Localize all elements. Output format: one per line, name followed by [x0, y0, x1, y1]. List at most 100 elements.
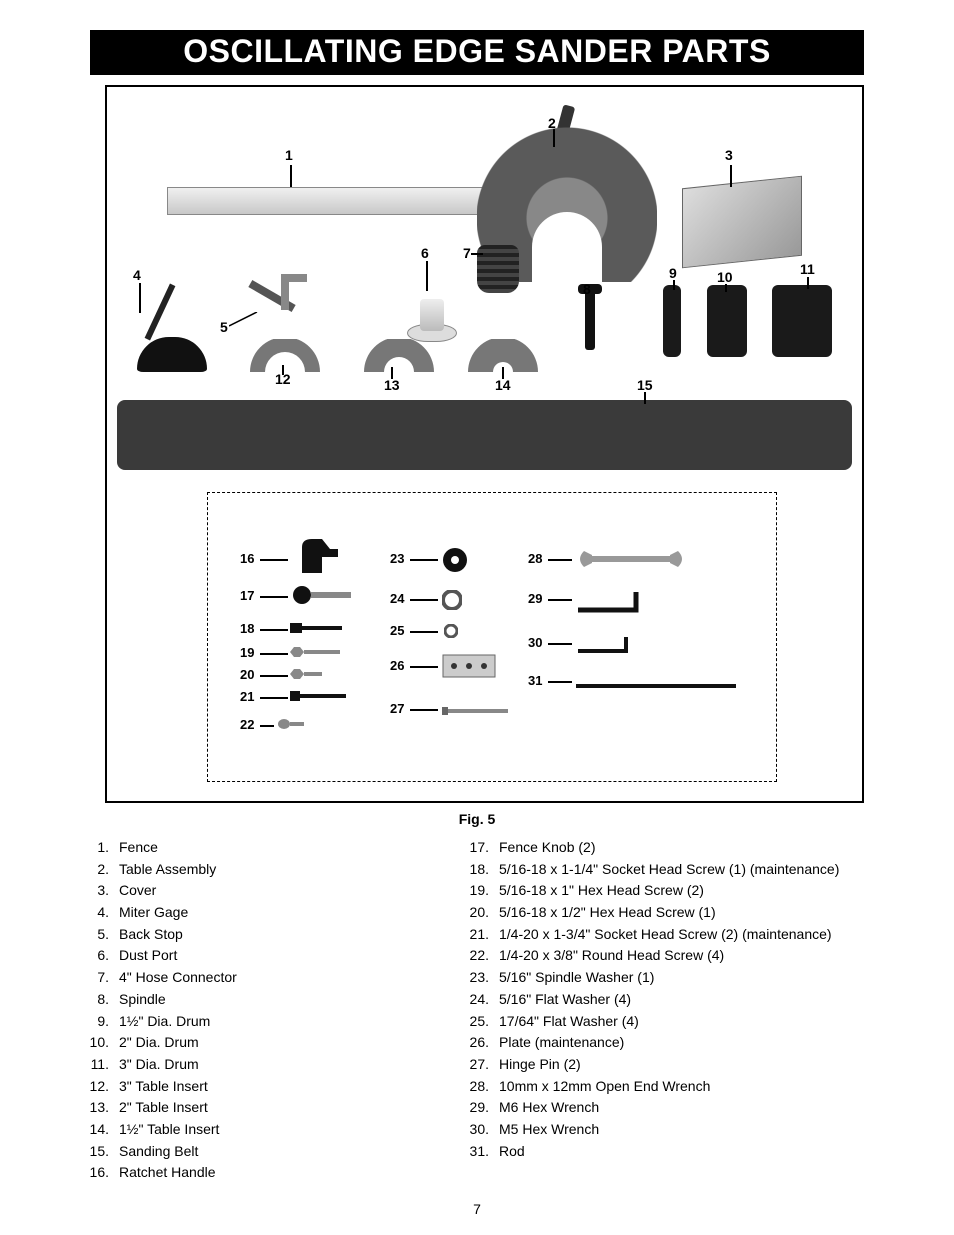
callout-15: 15: [637, 377, 653, 393]
parts-list-num: 16.: [85, 1162, 109, 1184]
callout-22: 22: [240, 717, 254, 732]
callout-10: 10: [717, 269, 733, 285]
callout-13: 13: [384, 377, 400, 393]
callout-27: 27: [390, 701, 404, 716]
parts-list-row: 31.Rod: [465, 1141, 879, 1163]
parts-list-text: 3" Dia. Drum: [119, 1054, 199, 1076]
parts-list-num: 17.: [465, 837, 489, 859]
parts-list-text: Fence Knob (2): [499, 837, 596, 859]
parts-list-row: 15.Sanding Belt: [85, 1141, 445, 1163]
callout-5: 5: [220, 319, 228, 335]
parts-list-text: 17/64" Flat Washer (4): [499, 1011, 639, 1033]
parts-list-text: Fence: [119, 837, 158, 859]
page-title-bar: OSCILLATING EDGE SANDER PARTS: [90, 30, 864, 75]
parts-list-num: 1.: [85, 837, 109, 859]
parts-list-num: 7.: [85, 967, 109, 989]
parts-list-row: 11.3" Dia. Drum: [85, 1054, 445, 1076]
hw-flat-washer-2: [444, 624, 458, 643]
parts-list-num: 2.: [85, 859, 109, 881]
figure-box: 1 2 3 4 5 6 7 8 9 10 11 12 13 14 15: [105, 85, 864, 803]
parts-list-text: 10mm x 12mm Open End Wrench: [499, 1076, 710, 1098]
parts-list-text: Back Stop: [119, 924, 183, 946]
parts-list-num: 23.: [465, 967, 489, 989]
parts-list-text: M5 Hex Wrench: [499, 1119, 599, 1141]
parts-list-text: 3" Table Insert: [119, 1076, 208, 1098]
parts-list-num: 30.: [465, 1119, 489, 1141]
parts-list-row: 28.10mm x 12mm Open End Wrench: [465, 1076, 879, 1098]
hw-hex-screw-1: [290, 645, 346, 664]
parts-list-row: 8.Spindle: [85, 989, 445, 1011]
parts-list-num: 20.: [465, 902, 489, 924]
parts-list-text: 2" Dia. Drum: [119, 1032, 199, 1054]
hw-socket-screw-1: [290, 621, 346, 640]
parts-list-num: 13.: [85, 1097, 109, 1119]
hw-hex-wrench-m5: [576, 633, 646, 660]
parts-list-text: 5/16-18 x 1-1/4" Socket Head Screw (1) (…: [499, 859, 839, 881]
hw-knob: [290, 585, 354, 610]
parts-list-text: 5/16" Flat Washer (4): [499, 989, 631, 1011]
parts-list-text: 1½" Dia. Drum: [119, 1011, 210, 1033]
parts-list-num: 27.: [465, 1054, 489, 1076]
parts-list-text: 5/16-18 x 1/2" Hex Head Screw (1): [499, 902, 716, 924]
parts-list-row: 29. M6 Hex Wrench: [465, 1097, 879, 1119]
parts-list-row: 9.1½" Dia. Drum: [85, 1011, 445, 1033]
hw-rod: [576, 677, 736, 695]
figure-caption: Fig. 5: [45, 811, 909, 827]
parts-list-row: 13. 2" Table Insert: [85, 1097, 445, 1119]
part-drum-1: [663, 285, 681, 357]
parts-list-row: 26.Plate (maintenance): [465, 1032, 879, 1054]
parts-list-row: 4.Miter Gage: [85, 902, 445, 924]
callout-17: 17: [240, 588, 254, 603]
parts-list-row: 14.1½" Table Insert: [85, 1119, 445, 1141]
parts-list-row: 27. Hinge Pin (2): [465, 1054, 879, 1076]
parts-list-text: M6 Hex Wrench: [499, 1097, 599, 1119]
parts-list-row: 17. Fence Knob (2): [465, 837, 879, 859]
parts-list-num: 19.: [465, 880, 489, 902]
parts-list-row: 30. M5 Hex Wrench: [465, 1119, 879, 1141]
parts-list-text: 1/4-20 x 3/8" Round Head Screw (4): [499, 945, 724, 967]
parts-list-row: 1. Fence: [85, 837, 445, 859]
callout-20: 20: [240, 667, 254, 682]
parts-list-text: Cover: [119, 880, 156, 902]
part-insert-2in: [359, 339, 439, 374]
parts-list-text: Hinge Pin (2): [499, 1054, 581, 1076]
parts-list-right: 17. Fence Knob (2) 18. 5/16-18 x 1-1/4" Soc…: [465, 837, 879, 1184]
callout-21: 21: [240, 689, 254, 704]
callout-18: 18: [240, 621, 254, 636]
parts-list-num: 29.: [465, 1097, 489, 1119]
part-drum-3: [772, 285, 832, 357]
part-hose-connector: [477, 245, 519, 293]
parts-list-text: Spindle: [119, 989, 166, 1011]
parts-list-text: 4" Hose Connector: [119, 967, 237, 989]
callout-9: 9: [669, 265, 677, 281]
parts-list-text: 1/4-20 x 1-3/4" Socket Head Screw (2) (m…: [499, 924, 832, 946]
callout-29: 29: [528, 591, 542, 606]
parts-list-row: 21.1/4-20 x 1-3/4" Socket Head Screw (2)…: [465, 924, 879, 946]
parts-list-row: 20. 5/16-18 x 1/2" Hex Head Screw (1): [465, 902, 879, 924]
parts-list-row: 18. 5/16-18 x 1-1/4" Socket Head Screw (1…: [465, 859, 879, 881]
hw-plate: [442, 654, 496, 683]
callout-30: 30: [528, 635, 542, 650]
callout-25: 25: [390, 623, 404, 638]
part-dust-port: [402, 294, 462, 344]
callout-3: 3: [725, 147, 733, 163]
parts-list-row: 12.3" Table Insert: [85, 1076, 445, 1098]
parts-list-text: Ratchet Handle: [119, 1162, 216, 1184]
parts-list-row: 16. Ratchet Handle: [85, 1162, 445, 1184]
parts-list-text: 2" Table Insert: [119, 1097, 208, 1119]
parts-list-num: 18.: [465, 859, 489, 881]
parts-list-left: 1. Fence 2. Table Assembly 3. Cover4.Miter Ga…: [85, 837, 445, 1184]
callout-4: 4: [133, 267, 141, 283]
hardware-box: 16 17 18 19 20: [207, 492, 777, 782]
callout-24: 24: [390, 591, 404, 606]
parts-list-text: Table Assembly: [119, 859, 216, 881]
hw-socket-screw-2: [290, 689, 350, 707]
parts-list-num: 22.: [465, 945, 489, 967]
parts-list-num: 3.: [85, 880, 109, 902]
parts-list-row: 22. 1/4-20 x 3/8" Round Head Screw (4): [465, 945, 879, 967]
callout-16: 16: [240, 551, 254, 566]
parts-list-row: 23.5/16" Spindle Washer (1): [465, 967, 879, 989]
part-drum-2: [707, 285, 747, 357]
hw-flat-washer-1: [442, 590, 462, 615]
parts-list-row: 5.Back Stop: [85, 924, 445, 946]
